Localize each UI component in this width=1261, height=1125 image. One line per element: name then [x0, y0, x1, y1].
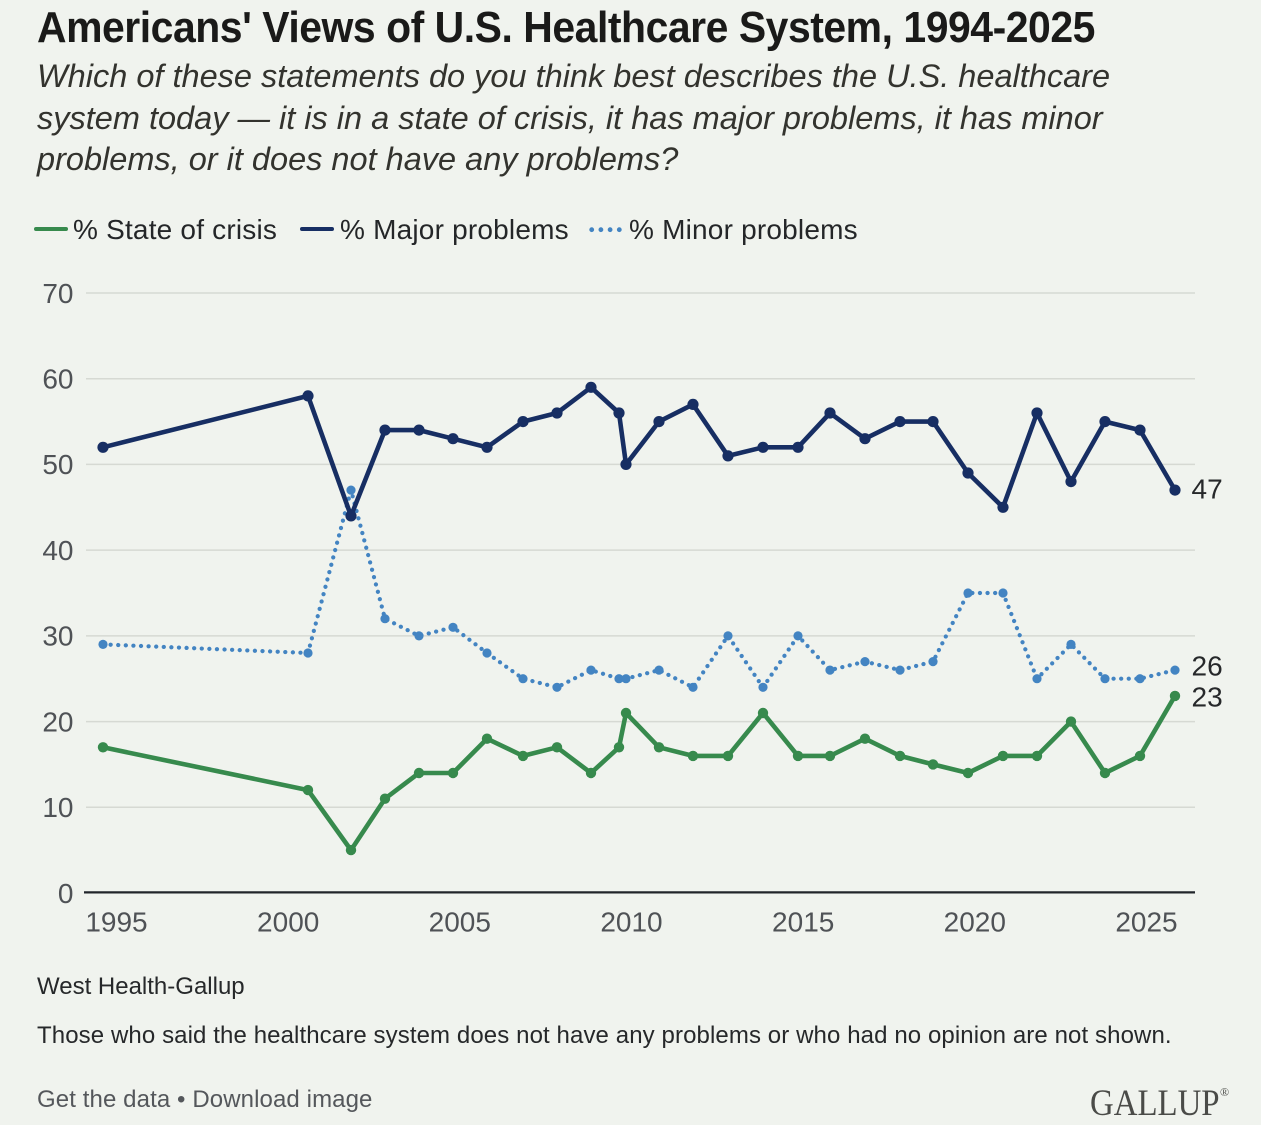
svg-text:30: 30	[42, 621, 73, 652]
svg-text:47: 47	[1192, 473, 1223, 504]
svg-text:60: 60	[42, 364, 73, 395]
svg-text:2020: 2020	[944, 906, 1006, 937]
svg-text:23: 23	[1192, 682, 1223, 713]
svg-text:2005: 2005	[429, 906, 491, 937]
svg-text:70: 70	[42, 278, 73, 309]
svg-text:10: 10	[42, 792, 73, 823]
svg-text:40: 40	[42, 535, 73, 566]
svg-text:2000: 2000	[257, 906, 319, 937]
svg-text:2025: 2025	[1115, 906, 1177, 937]
svg-text:20: 20	[42, 706, 73, 737]
svg-text:2010: 2010	[600, 906, 662, 937]
svg-text:2015: 2015	[772, 906, 834, 937]
svg-text:50: 50	[42, 449, 73, 480]
svg-text:1995: 1995	[85, 906, 147, 937]
svg-text:0: 0	[58, 878, 74, 909]
svg-text:26: 26	[1192, 650, 1223, 681]
